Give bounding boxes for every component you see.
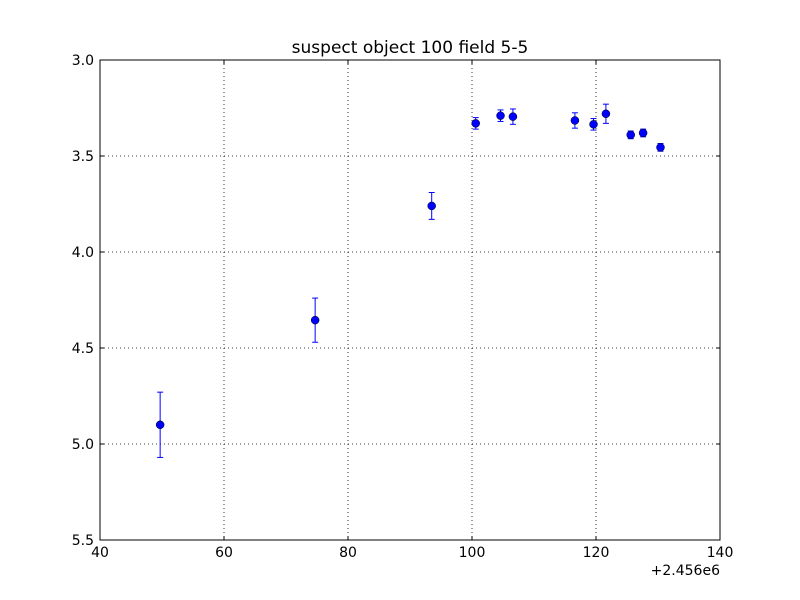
data-point (589, 120, 598, 129)
data-point-group (626, 130, 635, 140)
data-point (508, 112, 518, 121)
data-point (638, 128, 648, 138)
grid-lines (100, 60, 720, 540)
data-point (496, 111, 505, 120)
y-tick-label: 3.0 (72, 53, 94, 69)
data-point-group (471, 117, 480, 130)
y-tick-label: 4.5 (72, 341, 94, 357)
data-point-group (155, 391, 165, 458)
data-point (601, 109, 611, 119)
axis-tick-labels: 40 60 80 100 120 140 3.0 3.5 4.0 4.5 5.0 5.5 (72, 53, 734, 561)
data-point (656, 143, 665, 152)
plot-frame (99, 59, 721, 541)
data-point-group (570, 112, 580, 129)
data-point-group (656, 143, 665, 152)
y-tick-label: 5.0 (72, 437, 94, 453)
data-point (155, 420, 165, 430)
x-tick-label: 80 (339, 545, 357, 561)
data-point-group (508, 108, 518, 125)
x-tick-label: 120 (583, 545, 610, 561)
data-point (471, 119, 480, 128)
y-tick-label: 5.5 (72, 533, 94, 549)
y-tick-label: 4.0 (72, 245, 94, 261)
x-tick-label: 100 (459, 545, 486, 561)
data-point-group (601, 103, 611, 124)
data-series (155, 103, 665, 458)
chart-title: suspect object 100 field 5-5 (292, 38, 529, 58)
y-tick-label: 3.5 (72, 149, 94, 165)
data-point-group (310, 297, 320, 343)
data-point (570, 116, 580, 125)
data-point (427, 201, 436, 211)
data-point (310, 315, 320, 325)
axis-ticks (99, 59, 721, 541)
x-tick-label: 40 (91, 545, 109, 561)
x-tick-label: 140 (707, 545, 734, 561)
x-axis-offset-label: +2.456e6 (651, 563, 720, 579)
x-tick-label: 60 (215, 545, 233, 561)
data-point-group (496, 109, 505, 122)
data-point-group (638, 128, 648, 138)
data-point-group (589, 118, 598, 131)
data-point-group (427, 191, 436, 220)
data-point (626, 130, 635, 140)
